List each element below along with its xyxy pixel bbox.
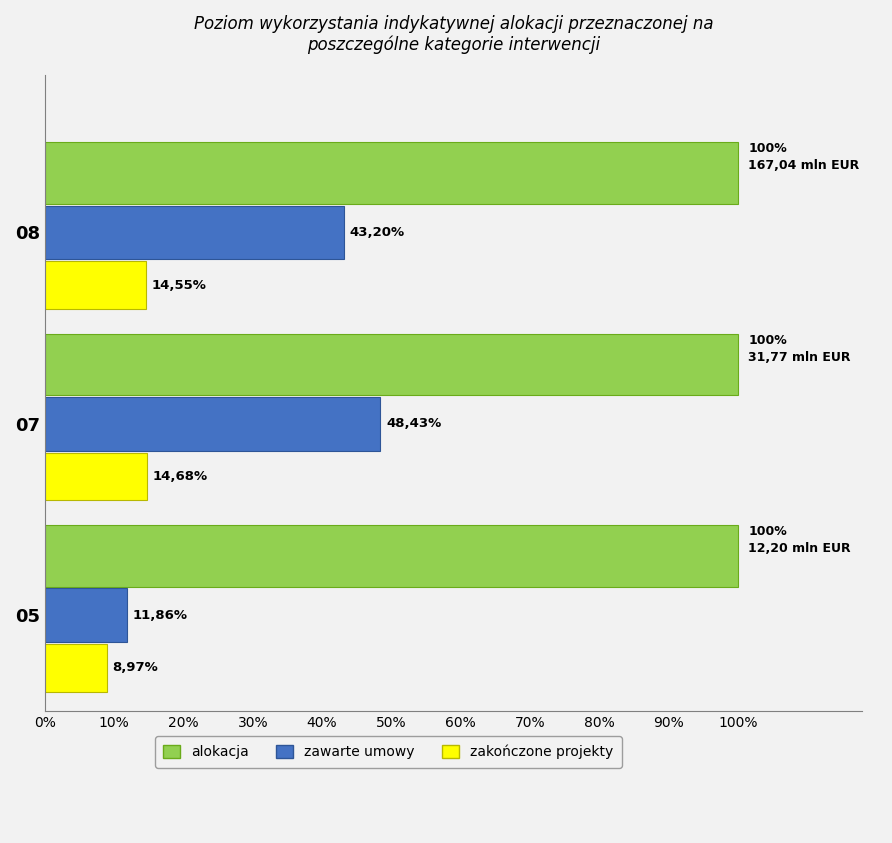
Bar [45,261,145,309]
Bar [45,453,146,501]
Bar [45,525,738,587]
Text: 14,55%: 14,55% [152,278,206,292]
Text: 43,20%: 43,20% [350,226,405,239]
Bar [45,206,344,259]
Text: 100%
12,20 mln EUR: 100% 12,20 mln EUR [748,525,851,556]
Text: 100%
31,77 mln EUR: 100% 31,77 mln EUR [748,334,851,364]
Legend: alokacja, zawarte umowy, zakończone projekty: alokacja, zawarte umowy, zakończone proj… [155,737,622,768]
Text: 11,86%: 11,86% [133,609,187,622]
Text: 14,68%: 14,68% [153,470,207,483]
Bar [45,644,107,692]
Bar [45,334,738,395]
Bar [45,142,738,204]
Text: 8,97%: 8,97% [112,662,159,674]
Title: Poziom wykorzystania indykatywnej alokacji przeznaczonej na
poszczególne kategor: Poziom wykorzystania indykatywnej alokac… [194,15,714,55]
Bar [45,397,381,451]
Text: 100%
167,04 mln EUR: 100% 167,04 mln EUR [748,142,859,173]
Text: 48,43%: 48,43% [386,417,442,430]
Bar [45,588,128,642]
